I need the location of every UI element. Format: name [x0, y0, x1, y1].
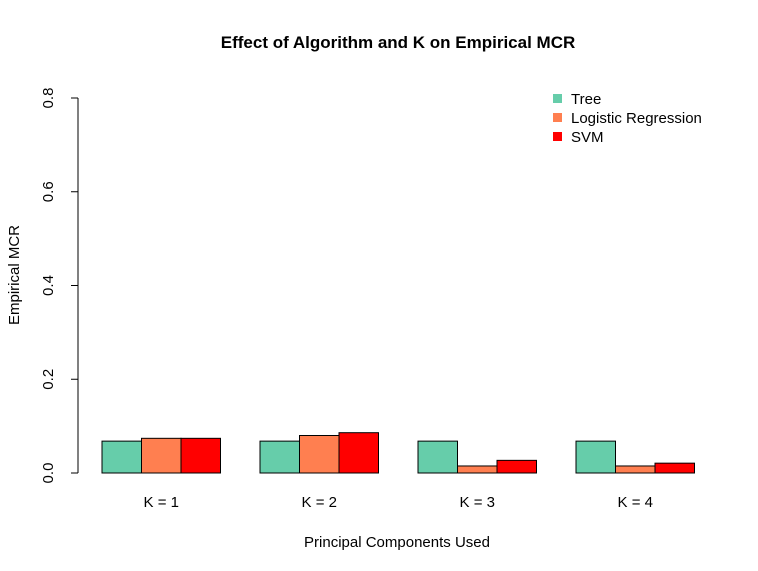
legend-swatch — [553, 113, 562, 122]
bar-logistic-regression — [141, 437, 182, 474]
x-tick-label: K = 3 — [460, 494, 495, 511]
x-tick-label: K = 2 — [302, 494, 337, 511]
legend: Tree Logistic Regression SVM — [553, 91, 702, 146]
bar-svm — [180, 437, 221, 474]
y-tick-label: 0.0 — [40, 463, 57, 484]
bar-svm — [654, 462, 695, 474]
bar-tree — [101, 440, 142, 474]
legend-swatch — [553, 132, 562, 141]
bar-tree — [259, 440, 300, 474]
x-axis-label: Principal Components Used — [304, 534, 490, 551]
bar-svm — [496, 459, 537, 474]
bar-logistic-regression — [615, 465, 656, 474]
legend-label: Logistic Regression — [571, 110, 702, 127]
bar-tree — [417, 440, 458, 474]
bar-svm — [338, 432, 379, 474]
bar-logistic-regression — [299, 435, 340, 474]
x-tick-label: K = 4 — [618, 494, 653, 511]
y-tick-label: 0.8 — [40, 88, 57, 109]
y-tick-label: 0.4 — [40, 275, 57, 296]
x-tick-label: K = 1 — [144, 494, 179, 511]
bars-group — [101, 432, 695, 474]
y-tick-label: 0.2 — [40, 369, 57, 390]
legend-label: Tree — [571, 91, 601, 108]
bar-tree — [575, 440, 616, 474]
x-tick-labels: K = 1 K = 2 K = 3 K = 4 — [144, 494, 653, 511]
y-tick-label: 0.6 — [40, 181, 57, 202]
y-axis-label: Empirical MCR — [6, 225, 23, 325]
legend-swatch — [553, 94, 562, 103]
y-axis: 0.0 0.2 0.4 0.6 0.8 — [40, 88, 79, 484]
legend-label: SVM — [571, 129, 604, 146]
bar-logistic-regression — [457, 465, 498, 474]
chart-title: Effect of Algorithm and K on Empirical M… — [221, 33, 576, 52]
